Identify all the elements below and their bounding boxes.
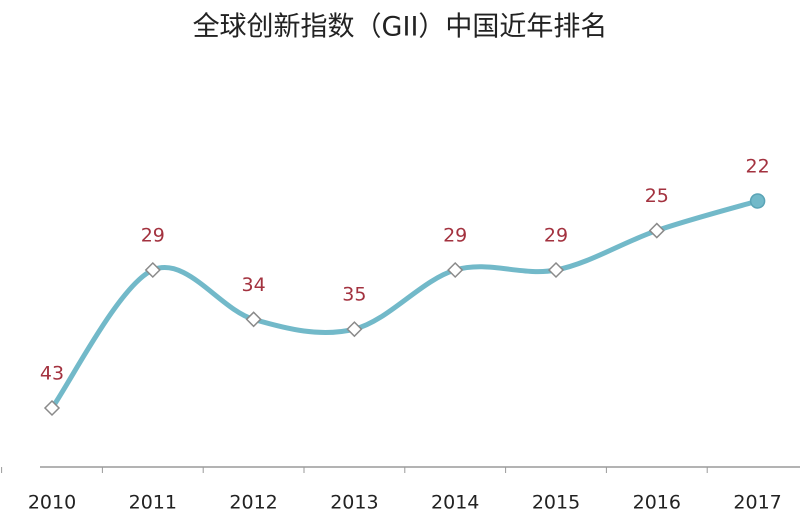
x-tick-label: 2015 (532, 492, 580, 514)
x-tick-label: 2016 (633, 492, 681, 514)
x-tick-label: 2012 (229, 492, 277, 514)
value-label: 29 (141, 225, 165, 247)
value-label: 25 (645, 185, 669, 207)
value-label: 35 (342, 284, 366, 306)
point-marker (547, 261, 565, 279)
x-tick-label: 2010 (28, 492, 76, 514)
value-label: 22 (746, 156, 770, 178)
point-marker (648, 222, 665, 239)
point-marker (749, 193, 766, 209)
point-marker (43, 399, 61, 417)
value-label: 29 (443, 225, 467, 247)
point-marker (245, 311, 262, 328)
value-label: 34 (242, 274, 266, 296)
point-marker (346, 321, 363, 338)
value-label: 43 (40, 363, 64, 385)
x-tick-label: 2017 (733, 492, 781, 514)
x-tick-label: 2011 (129, 492, 177, 514)
chart-title: 全球创新指数（GII）中国近年排名 (193, 12, 608, 43)
point-marker (447, 261, 464, 279)
value-label: 29 (544, 225, 568, 247)
point-marker (144, 261, 161, 279)
x-tick-label: 2014 (431, 492, 479, 514)
x-tick-label: 2013 (330, 492, 378, 514)
